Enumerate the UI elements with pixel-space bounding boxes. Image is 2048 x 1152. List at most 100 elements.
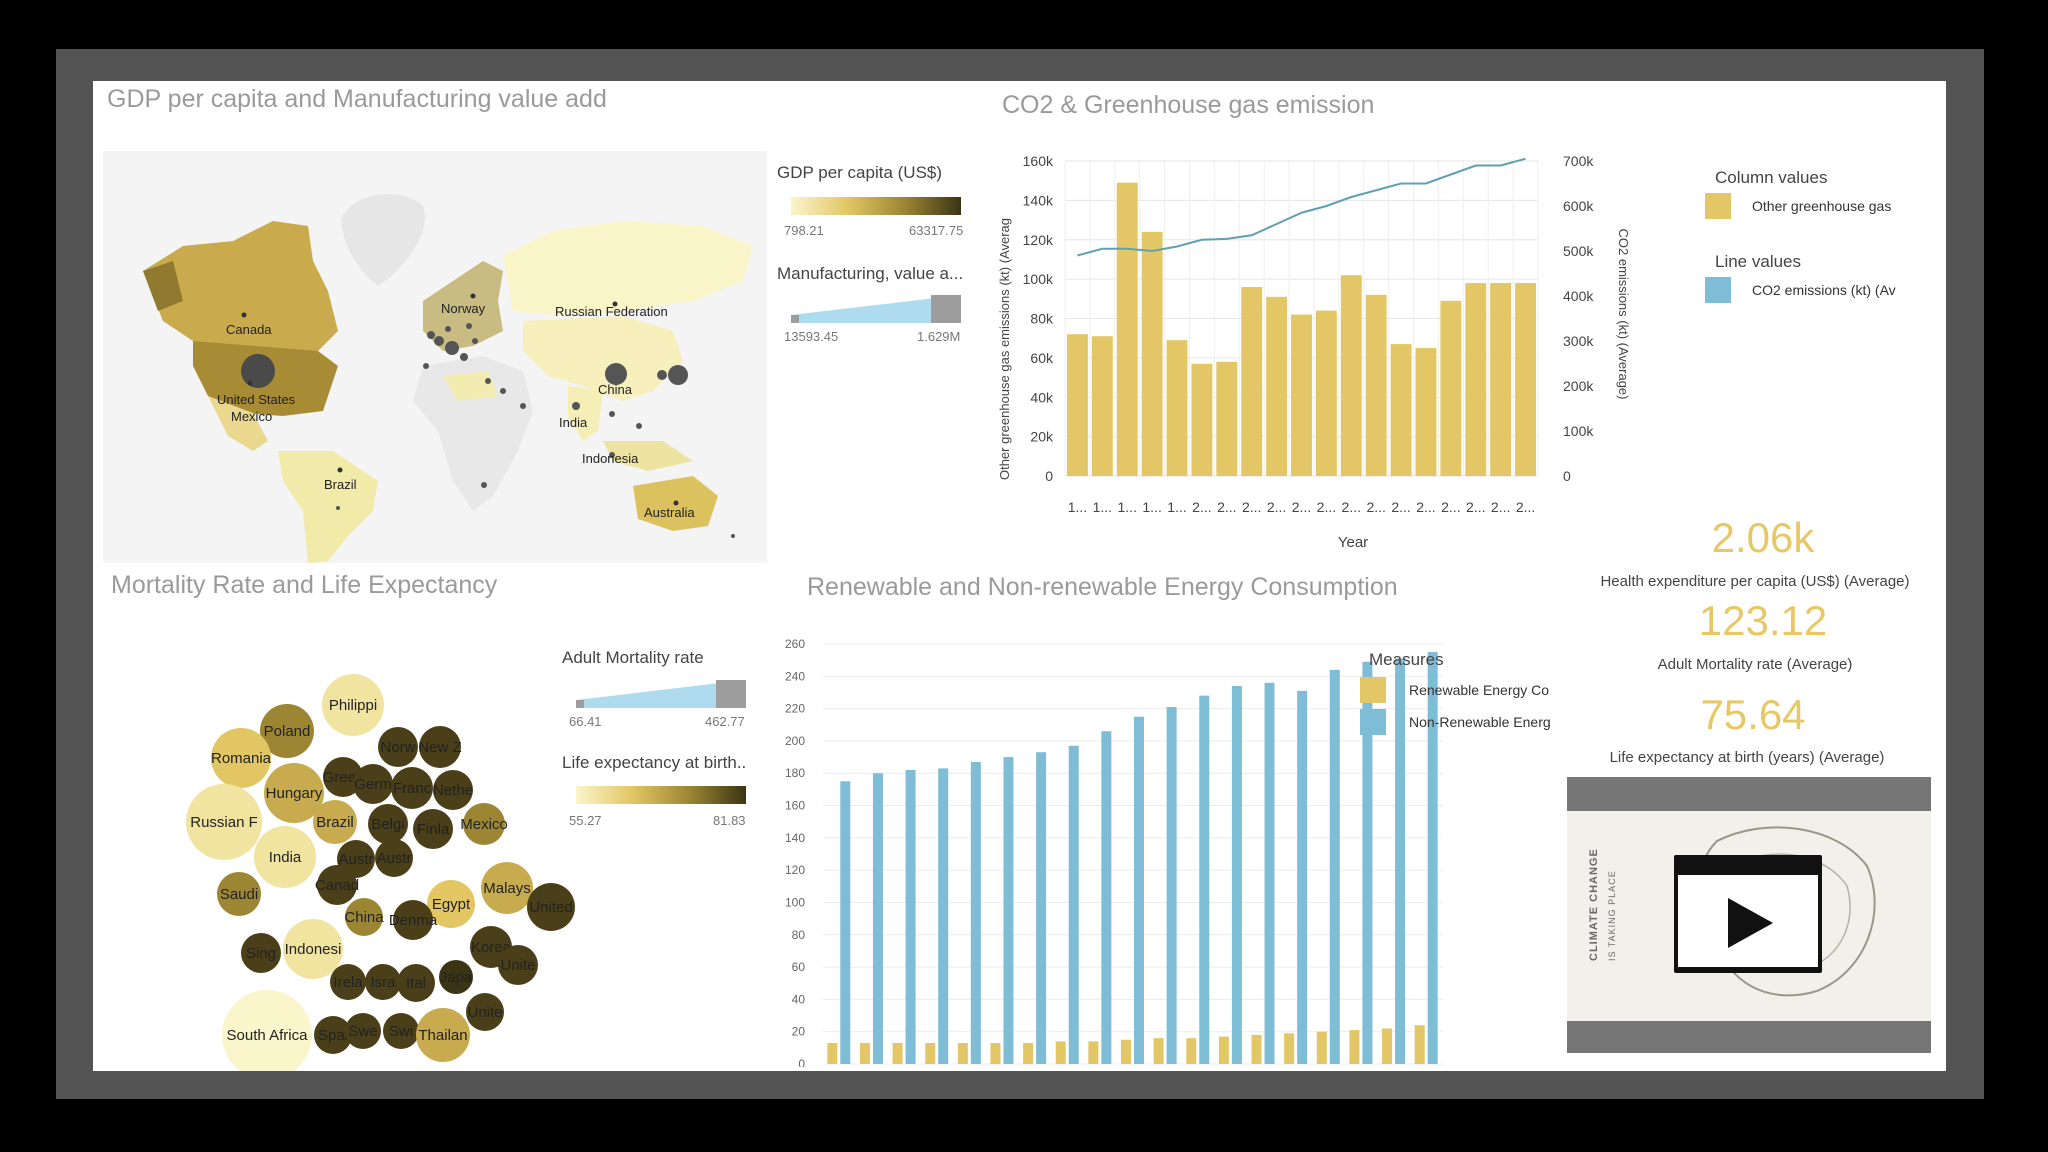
map-canada[interactable] xyxy=(143,221,338,351)
bubble-circle xyxy=(314,1016,352,1054)
bubble-label: Isra xyxy=(370,974,396,991)
map-bubble-korea[interactable] xyxy=(657,370,667,380)
bubble-label: Finla xyxy=(417,821,450,838)
energy-bar-renewable xyxy=(1382,1028,1393,1064)
map-alaska xyxy=(143,261,183,311)
co2-x-axis-label: Year xyxy=(1338,534,1368,551)
map-bubble-netherlands[interactable] xyxy=(445,326,451,332)
map-russia[interactable] xyxy=(503,221,753,316)
co2-chart[interactable]: Other greenhouse gas emissions (kt) (Ave… xyxy=(993,149,1653,569)
co2-y2-tick: 600k xyxy=(1563,198,1594,214)
map-bubble-spain[interactable] xyxy=(423,363,429,369)
co2-y2-tick: 0 xyxy=(1563,468,1571,484)
energy-bar-renewable xyxy=(1055,1041,1066,1064)
bubble-chart[interactable]: Philippi Poland Romania Norw New Z Greec Germ F… xyxy=(113,661,633,1071)
co2-y-tick: 40k xyxy=(1030,389,1054,405)
bubble-label: Swe xyxy=(348,1023,377,1040)
co2-x-tick: 1... xyxy=(1093,499,1112,515)
kpi-mortality-label: Adult Mortality rate (Average) xyxy=(1657,656,1853,673)
energy-bar-nonrenewable xyxy=(1264,682,1275,1064)
mortality-legend-title: Adult Mortality rate xyxy=(562,648,704,667)
world-map[interactable]: Canada United States Mexico Brazil Norwa… xyxy=(103,151,767,563)
bubble-label: Mexico xyxy=(460,816,508,833)
co2-y2-tick: 500k xyxy=(1563,243,1594,259)
map-bubble-india[interactable] xyxy=(572,402,580,410)
map-china[interactable] xyxy=(523,316,683,401)
map-bubble-saudi[interactable] xyxy=(520,403,526,409)
bubble-circle xyxy=(241,933,281,973)
map-bubble-new-zealand[interactable] xyxy=(731,534,735,538)
map-label-united-states: United States xyxy=(217,392,296,407)
energy-bar-renewable xyxy=(892,1043,903,1064)
bubble-label: Franc xyxy=(393,780,432,797)
map-bubble-indonesia[interactable] xyxy=(609,452,615,458)
map-bubble-sweden[interactable] xyxy=(466,323,472,329)
map-india[interactable] xyxy=(568,386,603,441)
co2-x-tick: 1... xyxy=(1068,499,1087,515)
co2-x-tick: 2... xyxy=(1217,499,1236,515)
map-dot-us xyxy=(247,380,253,386)
map-dot-brazil xyxy=(337,467,343,473)
map-indonesia[interactable] xyxy=(603,441,693,471)
map-greenland xyxy=(341,193,425,286)
map-bubble-us[interactable] xyxy=(241,354,275,388)
energy-bar-nonrenewable xyxy=(1166,707,1177,1064)
energy-chart[interactable]: 0204060801001201401601802002202402601995… xyxy=(763,637,1463,1071)
map-bubble-uk[interactable] xyxy=(427,331,435,339)
kpi-mortality-value: 123.12 xyxy=(1698,597,1828,644)
mortality-legend-min: 66.41 xyxy=(569,714,602,729)
map-bubble-argentina[interactable] xyxy=(336,506,340,510)
co2-legend-line-item[interactable]: CO2 emissions (kt) (Av xyxy=(1752,282,1896,298)
energy-bar-nonrenewable xyxy=(1101,731,1112,1064)
co2-legend-column-item[interactable]: Other greenhouse gas xyxy=(1752,198,1892,214)
bubble-label: India xyxy=(269,849,302,866)
bubble-circle xyxy=(427,880,475,928)
map-bubble-china[interactable] xyxy=(605,363,627,385)
bubble-circle xyxy=(391,767,433,809)
map-bubble-iran[interactable] xyxy=(500,388,506,394)
co2-y2-tick: 700k xyxy=(1563,153,1594,169)
co2-bar xyxy=(1116,182,1138,476)
energy-bar-nonrenewable xyxy=(1329,669,1340,1064)
bubble-circle xyxy=(353,764,393,804)
map-bubble-poland[interactable] xyxy=(472,338,478,344)
map-bubble-france[interactable] xyxy=(434,336,444,346)
co2-x-tick: 2... xyxy=(1391,499,1410,515)
bubble-circle xyxy=(345,898,383,936)
dashboard: GDP per capita and Manufacturing value a… xyxy=(93,81,1946,1071)
play-button[interactable] xyxy=(1674,855,1822,973)
energy-bar-nonrenewable xyxy=(1068,745,1079,1064)
play-icon[interactable] xyxy=(1718,893,1778,953)
map-europe[interactable] xyxy=(423,261,503,351)
energy-y-tick: 240 xyxy=(785,669,805,683)
play-icon-shape xyxy=(1728,898,1773,948)
co2-x-tick: 2... xyxy=(1267,499,1286,515)
map-bubble-thailand[interactable] xyxy=(609,411,615,417)
energy-bar-nonrenewable xyxy=(905,770,916,1064)
kpi-health-value: 2.06k xyxy=(1711,514,1815,561)
map-bubble-germany[interactable] xyxy=(445,341,459,355)
bubble-circle xyxy=(217,872,261,916)
map-bubble-south-africa[interactable] xyxy=(481,482,487,488)
bubble-label: Unite xyxy=(467,1004,502,1021)
kpi-life-label: Life expectancy at birth (years) (Averag… xyxy=(1609,749,1885,766)
energy-y-tick: 0 xyxy=(798,1057,805,1067)
co2-x-tick: 2... xyxy=(1441,499,1460,515)
bubble-circle xyxy=(527,883,575,931)
energy-legend-item-renewable[interactable]: Renewable Energy Co xyxy=(1409,682,1550,698)
bubble-label: Irela xyxy=(333,974,363,991)
map-mexico[interactable] xyxy=(208,396,268,451)
energy-legend-item-nonrenewable[interactable]: Non-Renewable Energ xyxy=(1409,714,1551,730)
map-bubble-italy[interactable] xyxy=(460,353,468,361)
co2-bar xyxy=(1390,344,1412,476)
kpi-life-value: 75.64 xyxy=(1700,691,1806,738)
co2-bar xyxy=(1166,340,1188,476)
map-brazil[interactable] xyxy=(278,451,378,563)
co2-x-tick: 2... xyxy=(1342,499,1361,515)
co2-right-axis-label: CO2 emissions (kt) (Average) xyxy=(1616,229,1631,400)
video-player[interactable]: CLIMATE CHANGE IS TAKING PLACE xyxy=(1567,777,1931,1053)
map-bubble-turkey[interactable] xyxy=(485,378,491,384)
co2-bar xyxy=(1291,314,1312,476)
map-bubble-japan[interactable] xyxy=(668,365,688,385)
map-bubble-malaysia[interactable] xyxy=(636,423,642,429)
